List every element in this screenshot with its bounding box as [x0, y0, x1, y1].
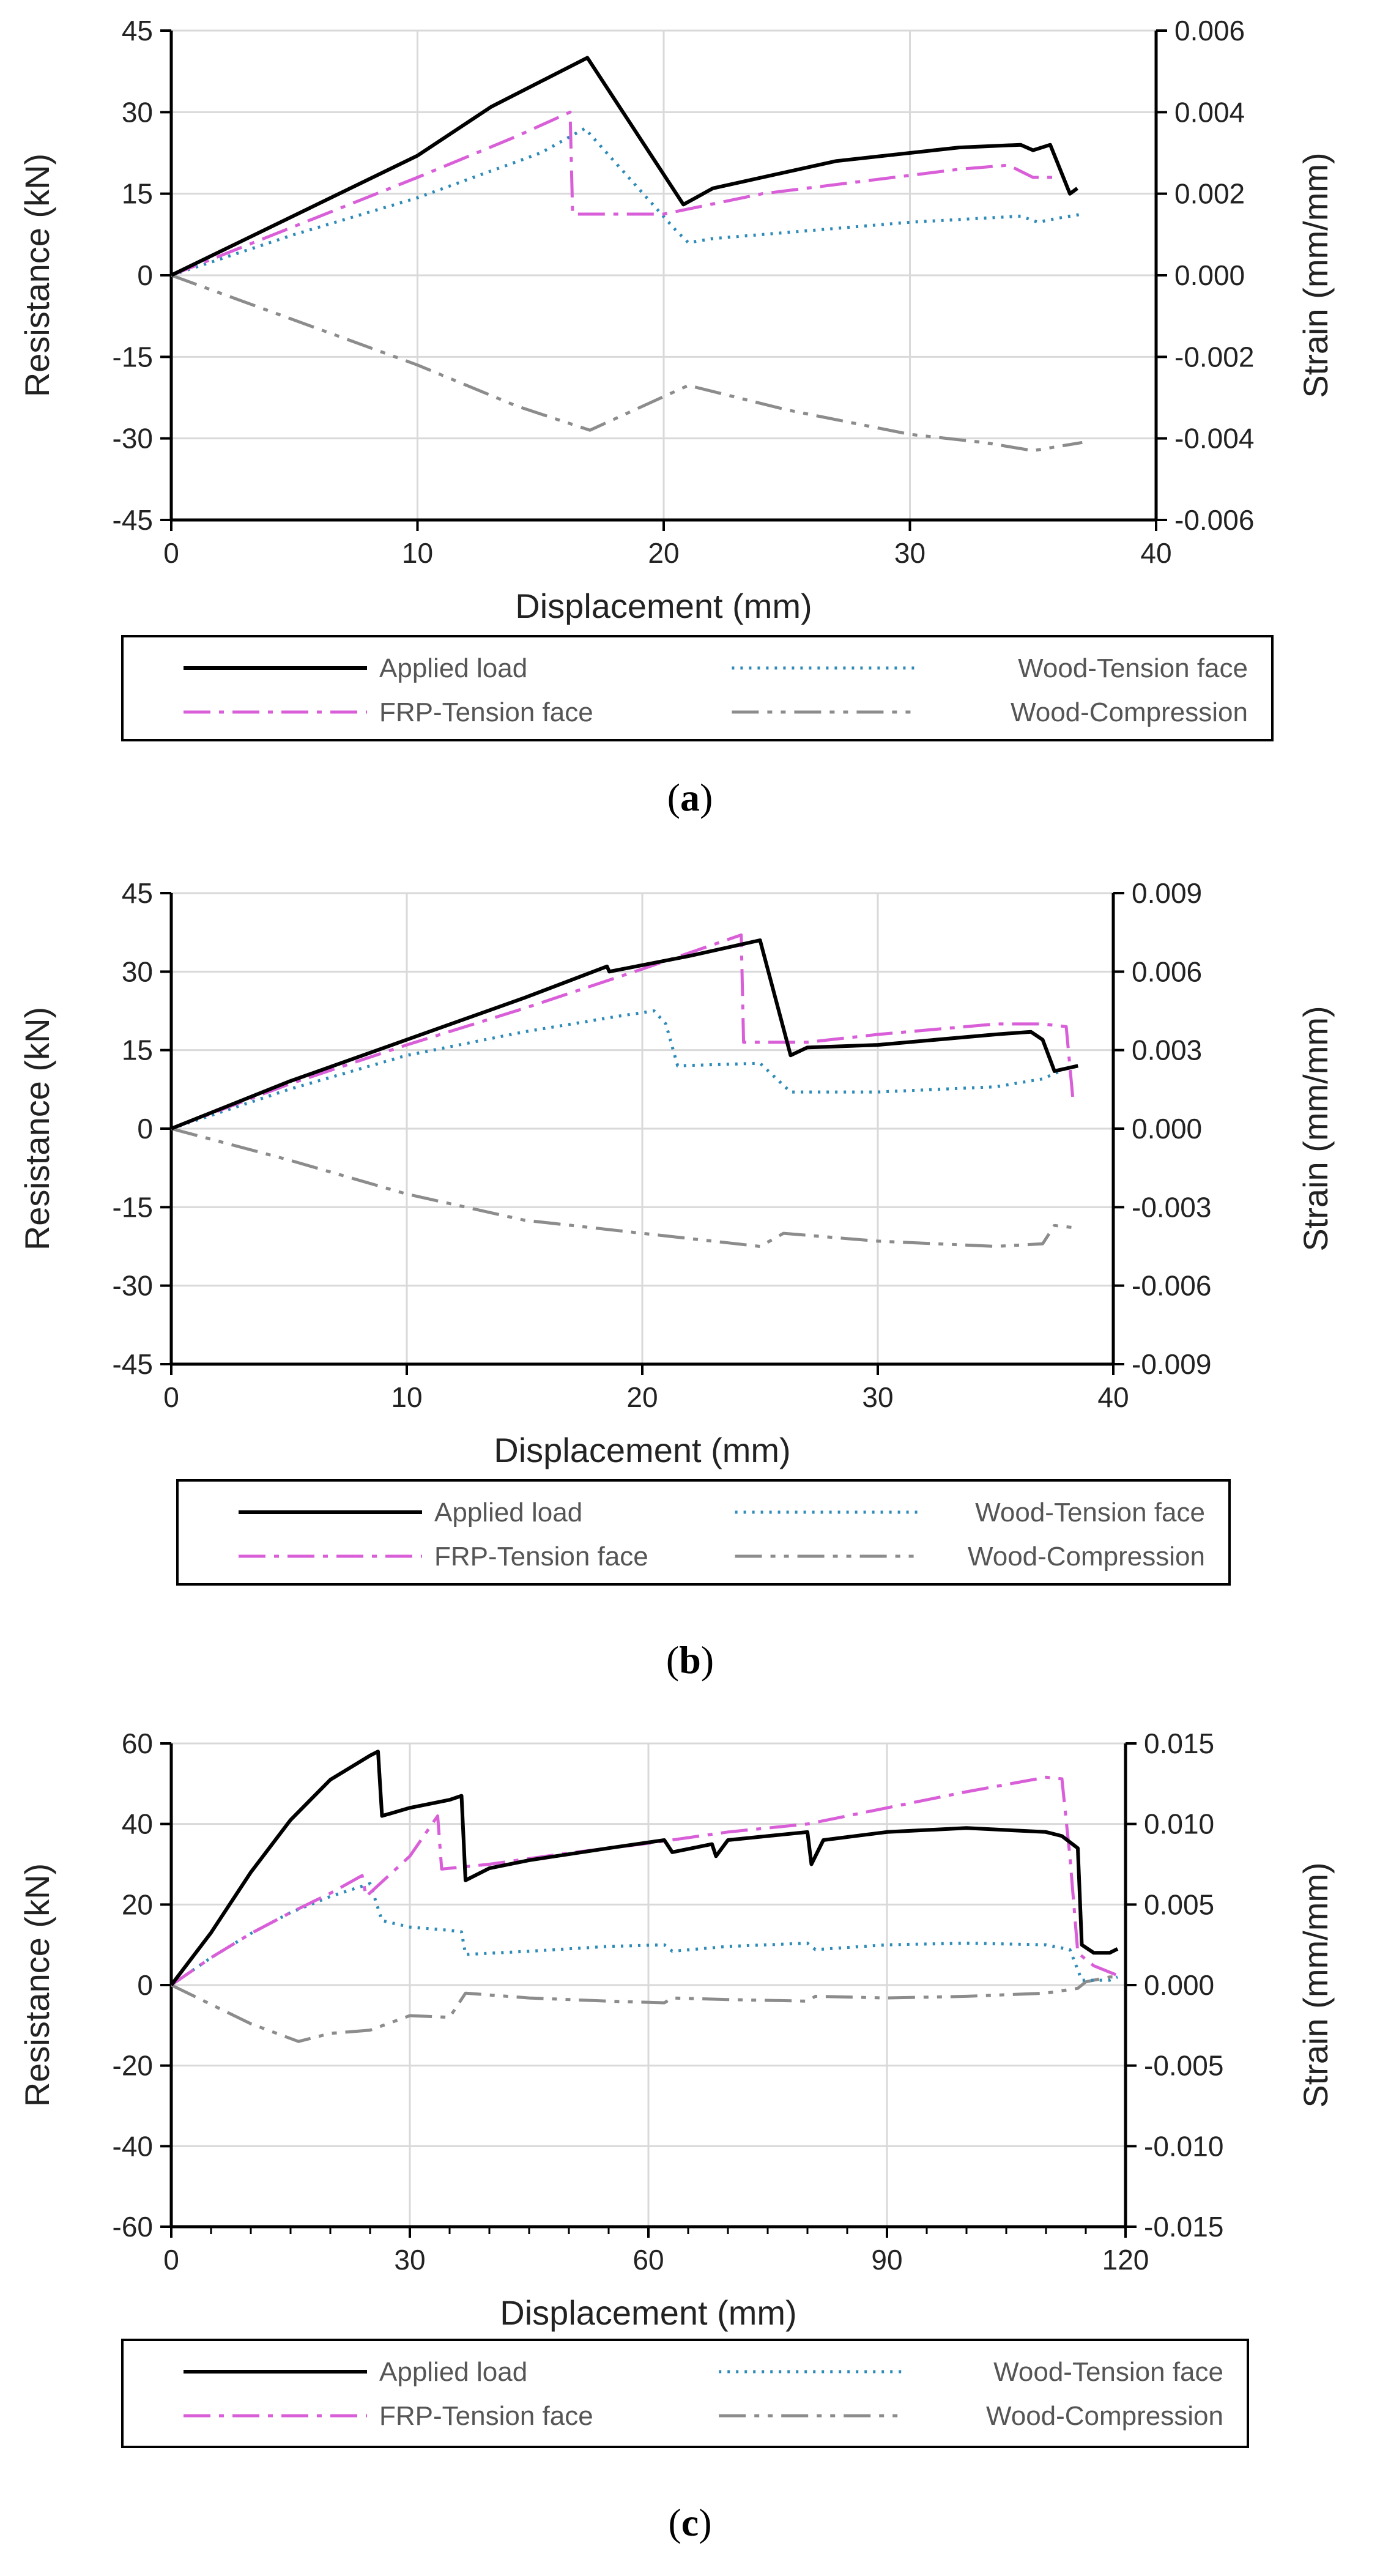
series-line-applied-load: [171, 1750, 1119, 1986]
series-line-wood-tension: [171, 1882, 1118, 1987]
x-axis-title: Displacement (mm): [494, 1431, 790, 1469]
y2-axis-title: Strain (mm/mm): [1296, 1006, 1335, 1251]
legend-label: FRP-Tension face: [434, 1542, 648, 1572]
y2-tick-label: -0.006: [1174, 504, 1254, 536]
y2-tick-label: 0.006: [1132, 956, 1202, 987]
panel-label: (c): [668, 2501, 711, 2544]
y2-axis-title: Strain (mm/mm): [1296, 1862, 1335, 2107]
y2-tick-label: -0.002: [1174, 341, 1254, 373]
y2-tick-label: 0.004: [1174, 96, 1245, 128]
y2-axis-title: Strain (mm/mm): [1296, 152, 1335, 398]
y-tick-label: -45: [113, 504, 153, 536]
x-tick-label: 20: [626, 1381, 658, 1413]
y-tick-label: 0: [137, 259, 153, 291]
series-line-frp-tension: [171, 110, 1058, 277]
chart-panel-c: -60 -40 -20 0 20 40 60 -0.015 -0.010 -0.005 0.000 0…: [18, 1728, 1335, 2544]
x-tick-label: 10: [402, 537, 433, 569]
series-line-applied-load: [171, 938, 1078, 1130]
y-tick-label: 45: [122, 15, 153, 46]
y-tick-label: -30: [113, 1270, 153, 1302]
legend-label: FRP-Tension face: [379, 2401, 593, 2431]
y-tick-label: 15: [122, 178, 153, 210]
x-tick-label: 30: [862, 1381, 893, 1413]
x-tick-label: 40: [1097, 1381, 1129, 1413]
y-tick-label: 60: [122, 1728, 153, 1759]
y-tick-label: -30: [113, 423, 153, 455]
series-line-frp-tension: [171, 1775, 1118, 1987]
y-axis-title: Resistance (kN): [18, 1007, 56, 1250]
series-line-applied-load: [171, 56, 1078, 277]
series-line-wood-compression: [171, 1975, 1118, 2043]
x-tick-label: 0: [163, 2244, 179, 2276]
series-line-frp-tension: [171, 933, 1075, 1130]
series-line-wood-compression: [171, 273, 1083, 453]
legend-label: FRP-Tension face: [379, 697, 593, 727]
x-tick-label: 0: [163, 1381, 179, 1413]
x-tick-label: 30: [894, 537, 926, 569]
panel-label: (b): [666, 1638, 714, 1682]
x-tick-label: 0: [163, 537, 179, 569]
y-tick-label: -40: [113, 2130, 153, 2162]
series-line-wood-compression: [171, 1127, 1078, 1248]
legend-label: Wood-Tension face: [975, 1498, 1205, 1527]
x-tick-label: 90: [871, 2244, 902, 2276]
legend-label: Applied load: [434, 1498, 582, 1527]
series-line-wood-tension: [171, 1009, 1067, 1130]
y2-tick-label: -0.010: [1144, 2130, 1223, 2162]
legend-label: Wood-Tension face: [993, 2357, 1223, 2387]
x-tick-label: 60: [632, 2244, 664, 2276]
y2-tick-label: 0.006: [1174, 15, 1245, 46]
y2-tick-label: -0.005: [1144, 2050, 1223, 2082]
chart-panel-a: -45 -30 -15 0 15 30 45 -0.006 -0.004 -0.002 0.000 0…: [18, 15, 1335, 819]
legend-label: Wood-Tension face: [1018, 653, 1248, 683]
y-tick-label: -15: [113, 341, 153, 373]
legend-box: [121, 635, 1274, 741]
y2-tick-label: -0.003: [1132, 1191, 1211, 1223]
y-tick-label: 0: [137, 1113, 153, 1145]
y2-tick-label: -0.004: [1174, 423, 1254, 455]
y2-tick-label: -0.006: [1132, 1270, 1211, 1302]
y2-tick-label: 0.000: [1144, 1969, 1214, 2001]
y-tick-label: -45: [113, 1348, 153, 1380]
legend-box: [176, 1479, 1231, 1586]
y2-tick-label: 0.009: [1132, 877, 1202, 909]
x-tick-label: 10: [391, 1381, 422, 1413]
y2-tick-label: -0.009: [1132, 1348, 1211, 1380]
y2-tick-label: 0.015: [1144, 1728, 1214, 1759]
chart-panel-b: -45 -30 -15 0 15 30 45 -0.009 -0.006 -0.003 0.000 0…: [18, 877, 1335, 1682]
y-tick-label: 30: [122, 96, 153, 128]
y2-tick-label: 0.005: [1144, 1888, 1214, 1920]
y-axis-title: Resistance (kN): [18, 154, 56, 397]
y-tick-label: 20: [122, 1888, 153, 1920]
legend-label: Wood-Compression: [986, 2401, 1223, 2431]
y-tick-label: -60: [113, 2211, 153, 2243]
y-tick-label: -15: [113, 1191, 153, 1223]
legend-label: Applied load: [379, 2357, 527, 2387]
y2-tick-label: 0.000: [1174, 259, 1245, 291]
y-axis-title: Resistance (kN): [18, 1863, 56, 2107]
x-tick-label: 20: [648, 537, 679, 569]
x-tick-label: 40: [1140, 537, 1171, 569]
legend-label: Wood-Compression: [1011, 697, 1248, 727]
y2-tick-label: 0.003: [1132, 1034, 1202, 1066]
y-tick-label: 0: [137, 1969, 153, 2001]
y2-tick-label: 0.010: [1144, 1808, 1214, 1840]
legend-label: Applied load: [379, 653, 527, 683]
y2-tick-label: -0.015: [1144, 2211, 1223, 2243]
y-tick-label: 30: [122, 956, 153, 987]
y2-tick-label: 0.002: [1174, 178, 1245, 210]
legend-box: [121, 2339, 1249, 2448]
x-tick-label: 30: [394, 2244, 425, 2276]
legend-label: Wood-Compression: [968, 1542, 1205, 1572]
y-tick-label: 45: [122, 877, 153, 909]
y-tick-label: 40: [122, 1808, 153, 1840]
series-line-wood-tension: [171, 127, 1083, 277]
y-tick-label: -20: [113, 2050, 153, 2082]
y2-tick-label: 0.000: [1132, 1113, 1202, 1145]
y-tick-label: 15: [122, 1034, 153, 1066]
x-tick-label: 120: [1102, 2244, 1149, 2276]
panel-label: (a): [667, 776, 713, 819]
x-axis-title: Displacement (mm): [515, 587, 812, 625]
x-axis-title: Displacement (mm): [500, 2293, 796, 2332]
